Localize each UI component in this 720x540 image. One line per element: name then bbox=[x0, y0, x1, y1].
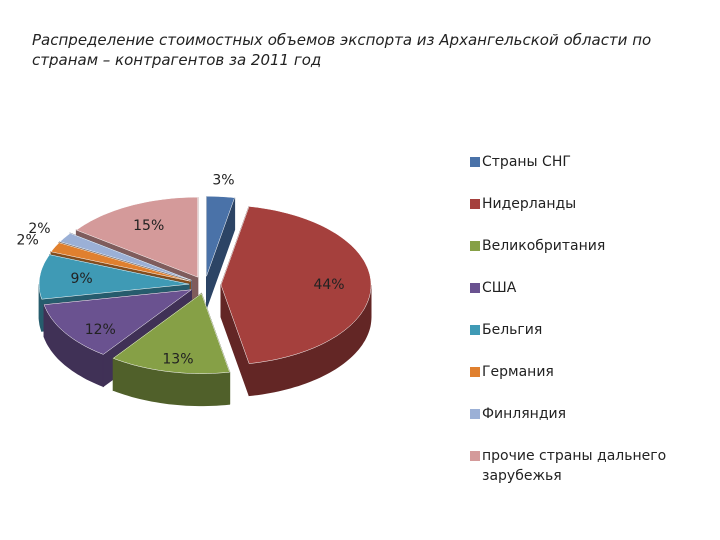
legend-label: США bbox=[482, 280, 517, 296]
legend-swatch bbox=[470, 367, 480, 377]
legend-label: Германия bbox=[482, 364, 554, 380]
slice bbox=[50, 242, 191, 282]
slice bbox=[206, 195, 235, 277]
legend-label: Великобритания bbox=[482, 238, 606, 254]
legend-entry: Финляндия bbox=[470, 404, 685, 424]
legend-label: Страны СНГ bbox=[482, 154, 571, 170]
legend-label: Нидерланды bbox=[482, 196, 577, 212]
data-label: 9% bbox=[70, 271, 92, 287]
data-label: 15% bbox=[133, 218, 164, 234]
legend-swatch bbox=[470, 451, 480, 461]
legend-entry: Нидерланды bbox=[470, 194, 685, 214]
data-label: 44% bbox=[313, 277, 344, 293]
legend-swatch bbox=[470, 241, 480, 251]
legend-entry: Страны СНГ bbox=[470, 152, 685, 172]
slice bbox=[43, 289, 193, 355]
legend-entry: Великобритания bbox=[470, 236, 685, 256]
slice bbox=[220, 206, 372, 364]
data-label: 2% bbox=[28, 221, 50, 237]
legend-label: Финляндия bbox=[482, 406, 567, 422]
data-label: 13% bbox=[162, 351, 193, 367]
legend-entry: прочие страны дальнего зарубежья bbox=[470, 446, 685, 486]
legend-swatch bbox=[470, 157, 480, 167]
slice bbox=[59, 233, 192, 281]
slice bbox=[112, 293, 230, 374]
legend-swatch bbox=[470, 283, 480, 293]
slice bbox=[38, 254, 190, 300]
legend-entry: Бельгия bbox=[470, 320, 685, 340]
data-label: 12% bbox=[85, 322, 116, 338]
legend-label: Бельгия bbox=[482, 322, 543, 338]
data-label: 2% bbox=[17, 232, 39, 248]
chart-title: Распределение стоимостных объемов экспор… bbox=[32, 31, 652, 69]
legend-label: прочие страны дальнего зарубежья bbox=[482, 448, 667, 484]
legend-entry: Германия bbox=[470, 362, 685, 382]
data-label: 3% bbox=[212, 173, 234, 189]
legend-swatch bbox=[470, 409, 480, 419]
legend-entry: США bbox=[470, 278, 685, 298]
slice bbox=[75, 196, 198, 278]
legend-swatch bbox=[470, 325, 480, 335]
legend-swatch bbox=[470, 199, 480, 209]
